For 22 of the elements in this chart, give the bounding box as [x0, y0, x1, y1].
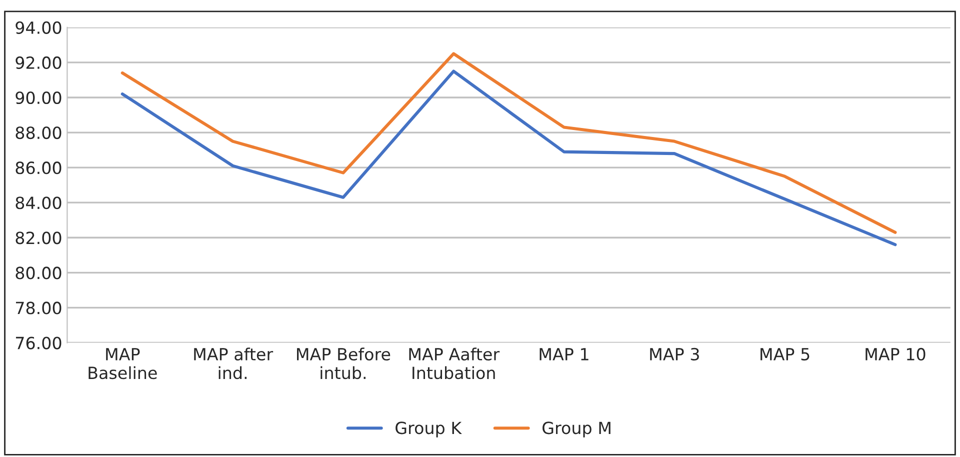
y-tick-label: 92.00 [16, 56, 62, 70]
y-tick-label: 76.00 [16, 336, 62, 350]
x-tick-label: MAP 3 [650, 348, 699, 361]
line-series [120, 70, 897, 246]
x-tick-label: MAP 10 [866, 348, 926, 361]
y-tick-label: 78.00 [16, 302, 62, 314]
y-tick-label: 86.00 [16, 162, 62, 174]
x-tick-label: MAP 1 [540, 348, 588, 360]
x-tick-label: MAP 5 [760, 348, 810, 361]
x-tick-label: MAP Aafter Intubation [409, 348, 500, 380]
y-tick-label: 82.00 [16, 232, 62, 244]
legend-label: Group M [542, 422, 610, 438]
y-tick-label: 84.00 [16, 196, 62, 210]
y-tick-label: 90.00 [16, 91, 62, 104]
legend-label: Group K [396, 422, 462, 438]
x-tick-label: MAP after ind. [194, 348, 274, 380]
x-tick-label: MAP Before intub. [297, 348, 390, 380]
y-tick-label: 94.00 [16, 21, 62, 34]
y-tick-label: 80.00 [16, 266, 62, 280]
y-tick-label: 88.00 [16, 126, 62, 140]
line-series [120, 52, 897, 234]
x-tick-label: MAP Baseline [88, 348, 157, 380]
